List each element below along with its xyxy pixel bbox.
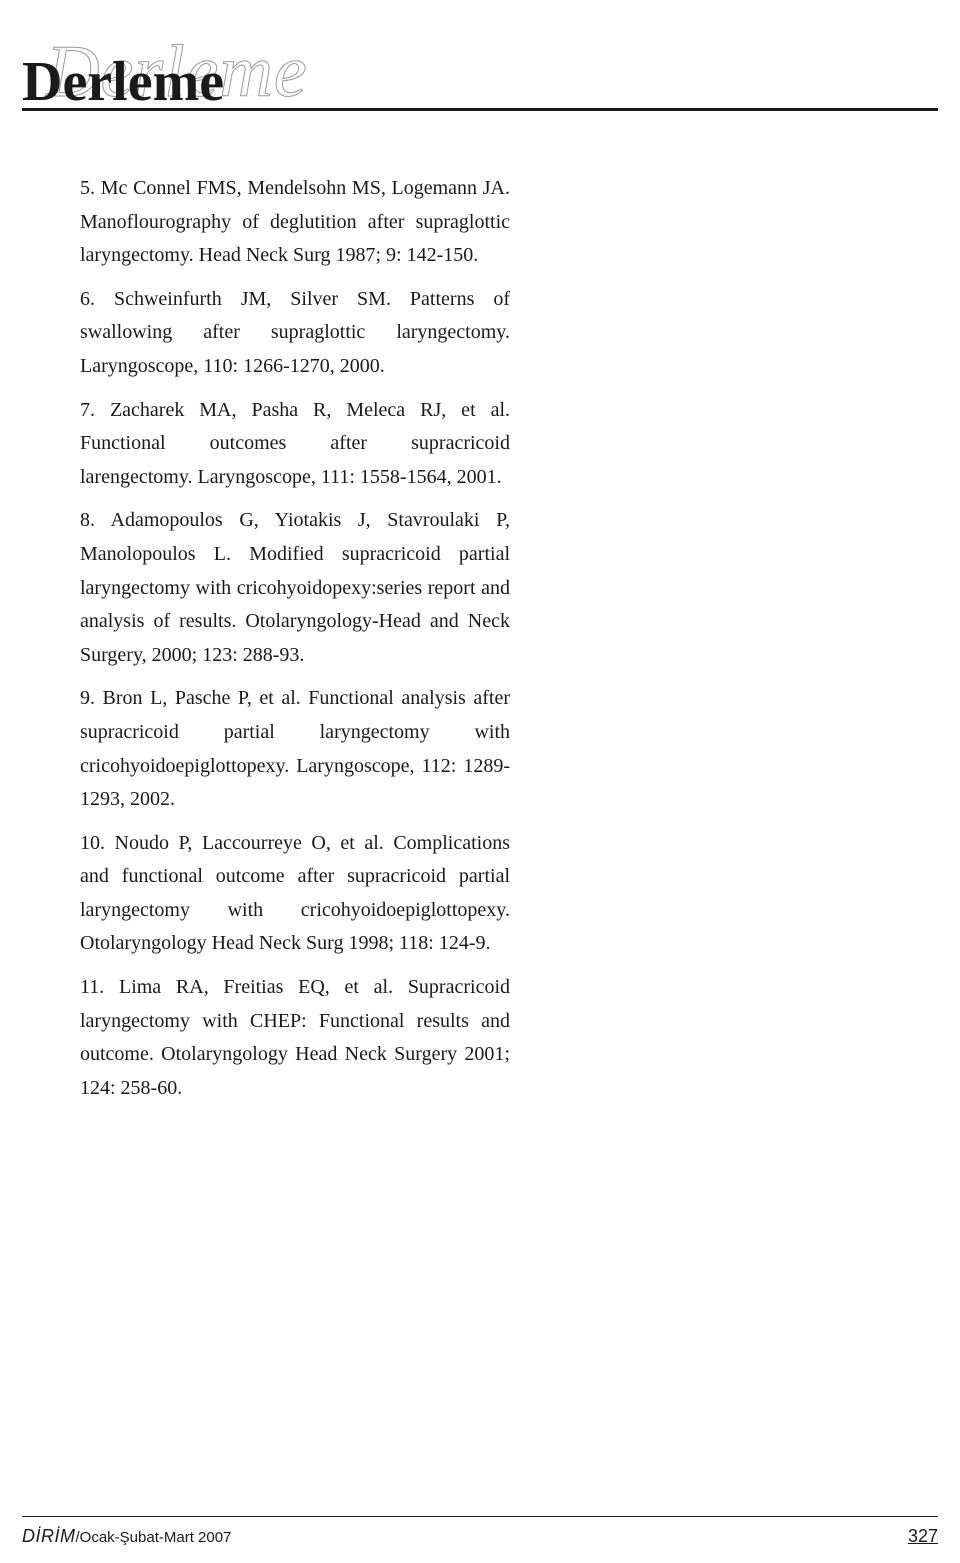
footer-page-number: 327 bbox=[908, 1526, 938, 1547]
footer-issue: /Ocak-Şubat-Mart 2007 bbox=[76, 1529, 232, 1546]
reference-item: 7. Zacharek MA, Pasha R, Meleca RJ, et a… bbox=[80, 394, 510, 495]
section-header: Derleme Derleme bbox=[0, 30, 450, 104]
footer-journal: DİRİM bbox=[22, 1526, 76, 1546]
section-label-solid: Derleme bbox=[22, 50, 224, 114]
page: Derleme Derleme 5. Mc Connel FMS, Mendel… bbox=[0, 0, 960, 1563]
reference-item: 6. Schweinfurth JM, Silver SM. Patterns … bbox=[80, 283, 510, 384]
footer-rule bbox=[22, 1516, 938, 1517]
footer-left: DİRİM/Ocak-Şubat-Mart 2007 bbox=[22, 1526, 231, 1547]
reference-item: 5. Mc Connel FMS, Mendelsohn MS, Logeman… bbox=[80, 172, 510, 273]
header-rule bbox=[22, 108, 938, 111]
reference-item: 11. Lima RA, Freitias EQ, et al. Supracr… bbox=[80, 971, 510, 1105]
reference-item: 10. Noudo P, Laccourreye O, et al. Compl… bbox=[80, 827, 510, 961]
references-column: 5. Mc Connel FMS, Mendelsohn MS, Logeman… bbox=[80, 172, 510, 1105]
reference-item: 8. Adamopoulos G, Yiotakis J, Stavroulak… bbox=[80, 504, 510, 672]
reference-item: 9. Bron L, Pasche P, et al. Functional a… bbox=[80, 682, 510, 816]
